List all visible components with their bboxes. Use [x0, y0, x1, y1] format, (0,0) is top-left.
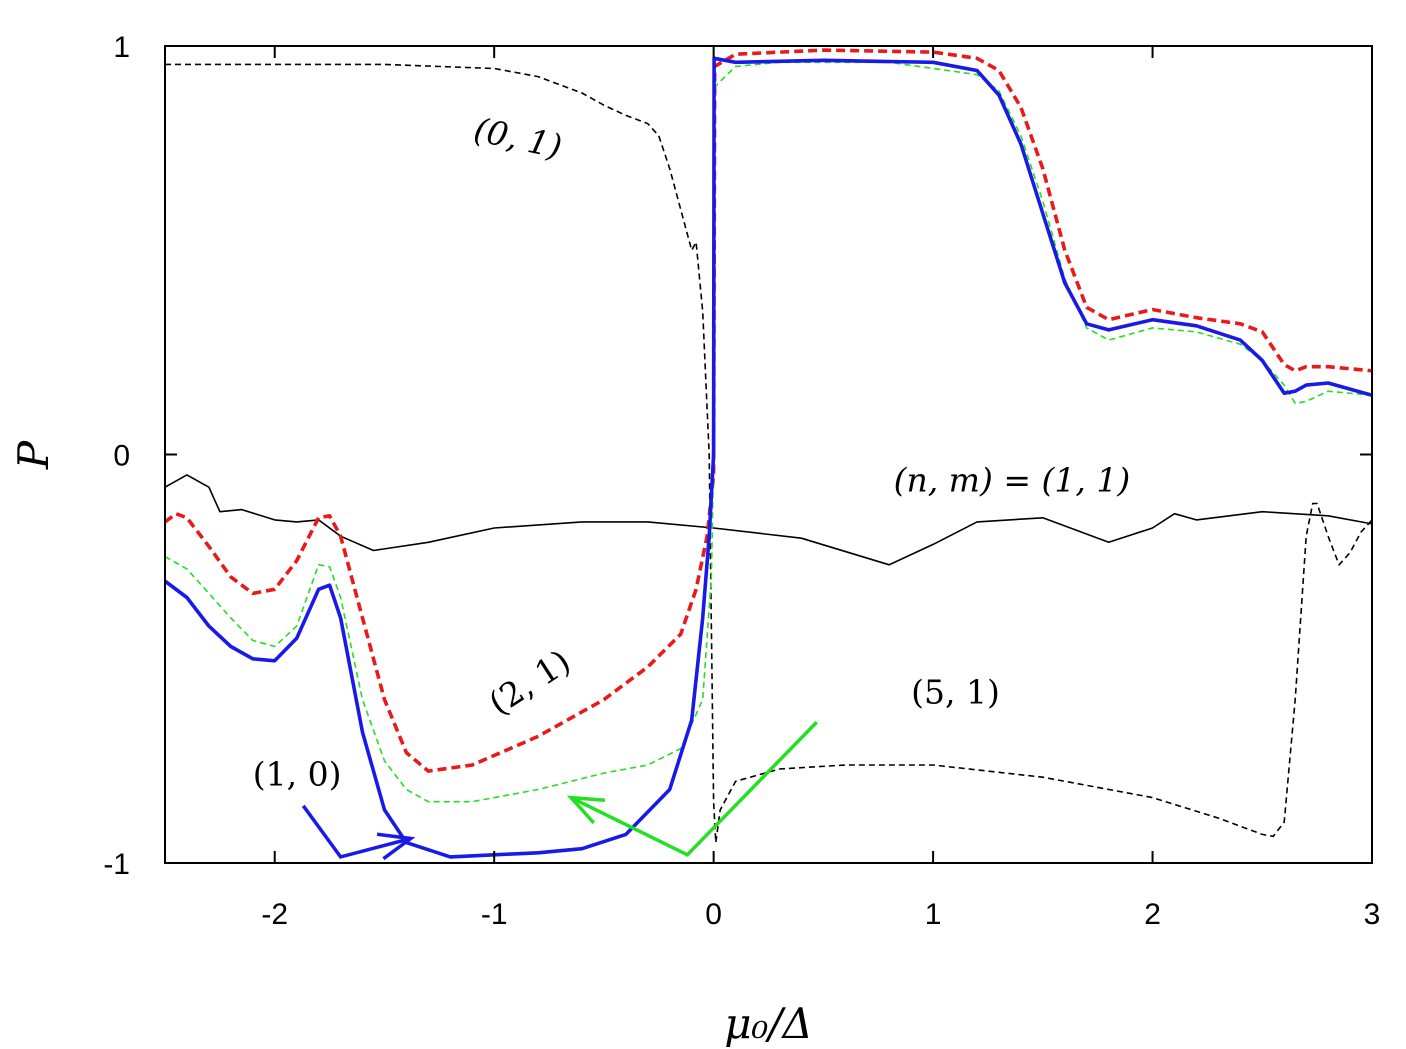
series-line-3 [165, 61, 1372, 803]
annotation-label-2: (2, 1) [482, 642, 578, 723]
series-line-0 [165, 474, 1372, 566]
annotation-arrow-1 [570, 720, 819, 857]
x-tick-label: 1 [925, 898, 942, 931]
annotation-label-1: (n, m) = (1, 1) [894, 460, 1131, 499]
series-line-4 [165, 56, 1372, 859]
y-tick-label: 0 [113, 440, 130, 473]
arrow-head-0 [376, 832, 416, 861]
series-line-2 [165, 48, 1372, 773]
y-tick-label: 1 [113, 31, 130, 64]
x-tick-label: -2 [261, 898, 288, 931]
x-axis-label: μ₀/Δ [724, 999, 813, 1048]
annotation-label-0: (0, 1) [471, 110, 566, 167]
x-tick-label: -1 [481, 898, 508, 931]
annotation-arrow-0 [301, 804, 412, 859]
plot-frame [164, 45, 1373, 864]
annotations-group: (0, 1) (n, m) = (1, 1) (2, 1) (1, 0) (5, 1) [253, 110, 1130, 794]
series-line-1 [165, 63, 1372, 844]
x-tick-label: 3 [1364, 898, 1381, 931]
series-group [165, 48, 1372, 859]
x-tick-label: 0 [705, 898, 722, 931]
annotation-label-3: (1, 0) [253, 754, 342, 793]
y-axis-label: P [9, 440, 58, 470]
y-tick-label: -1 [103, 848, 130, 881]
x-tick-label: 2 [1144, 898, 1161, 931]
ticks-group: -2 -1 0 1 2 3 -1 0 1 [103, 31, 1380, 931]
arrow-head-1 [566, 795, 606, 825]
arrows-group [301, 720, 819, 861]
annotation-label-4: (5, 1) [911, 673, 1000, 712]
